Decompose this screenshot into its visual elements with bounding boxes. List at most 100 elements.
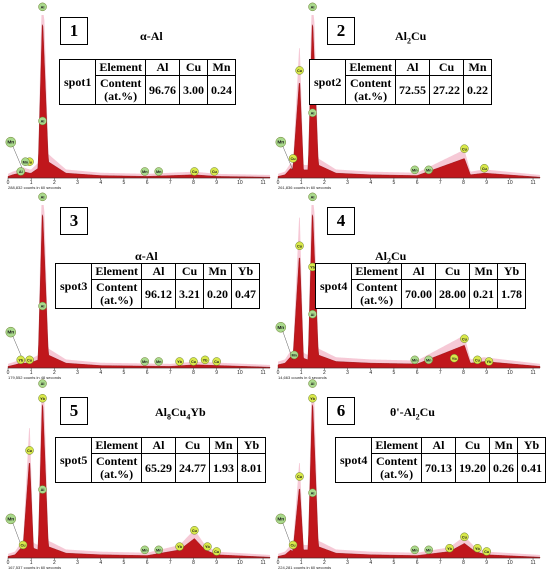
svg-text:Mn: Mn: [277, 325, 284, 331]
x-tick-label: 6: [146, 370, 149, 376]
x-tick-label: 11: [530, 560, 535, 566]
svg-text:Al: Al: [311, 5, 315, 9]
spectrum-plot: 0 1 2 3 4 5 6 7 8 9 10 11 261,836 counts in 60 secon…: [275, 2, 541, 190]
svg-text:Al: Al: [311, 313, 315, 317]
composition-table: spot4 Element Al Cu Mn Yb Content (at.%) 70.13 19…: [334, 437, 546, 483]
svg-text:Al: Al: [41, 195, 45, 199]
table-value-cell: 3.21: [175, 279, 204, 309]
composition-table: spot2 Element Al Cu Mn Content (at.%) 72.55 27.2…: [308, 59, 492, 105]
peak-marker-cu: Cu: [25, 446, 34, 455]
svg-text:Yb: Yb: [487, 360, 493, 364]
x-tick-label: 6: [146, 560, 149, 566]
svg-text:Yb: Yb: [475, 547, 481, 551]
svg-text:Mn: Mn: [412, 168, 418, 172]
table-header-cell: Mn: [209, 437, 238, 454]
table-value-cell: 70.13: [421, 453, 456, 483]
svg-text:Cu: Cu: [192, 529, 198, 533]
spectrum-plot: 0 1 2 3 4 5 6 7 8 9 10 11 224,281 counts in 60 secon…: [275, 379, 541, 570]
table-header-cell: Al: [395, 59, 430, 76]
table-header-cell: Al: [141, 263, 176, 280]
table-header-cell: Yb: [237, 437, 266, 454]
x-tick-label: 11: [530, 370, 535, 376]
svg-text:Cu: Cu: [191, 360, 197, 364]
peak-marker-al: Al: [38, 301, 47, 311]
spot-label: spot4: [334, 437, 373, 483]
x-tick-label: 2: [323, 180, 326, 186]
x-tick-label: 8: [462, 180, 465, 186]
peak-marker-yb: Yb: [473, 543, 482, 553]
spectrum-plot: 0 1 2 3 4 5 6 7 8 9 10 11 14,663 counts in 6 seconds…: [275, 192, 541, 380]
x-tick-label: 10: [507, 180, 513, 186]
svg-text:Mn: Mn: [142, 360, 148, 364]
phase-label: α-Al: [140, 29, 163, 43]
svg-text:Cu: Cu: [214, 360, 220, 364]
x-tick-label: 4: [99, 370, 102, 376]
svg-text:Al: Al: [41, 5, 45, 9]
peak-marker-yb: Yb: [308, 394, 317, 403]
peak-marker-yb: Yb: [445, 543, 454, 553]
table-header-cell: Element: [95, 59, 146, 76]
peak-marker-cu: Cu: [190, 526, 199, 535]
content-row-label: Content (at.%): [91, 279, 142, 309]
spectrum-area: [277, 404, 541, 559]
peak-marker-mn: Mn: [410, 545, 420, 555]
peak-marker-al: Al: [38, 192, 47, 202]
table-header-cell: Cu: [455, 437, 490, 454]
peak-marker-mn: Mn: [424, 165, 433, 175]
x-tick-label: 2: [53, 560, 56, 566]
table-value-cell: 96.12: [141, 279, 176, 309]
table-value-cell: 27.22: [429, 75, 464, 105]
table-header-cell: Element: [351, 263, 402, 280]
spot-label: spot4: [314, 263, 353, 309]
svg-text:Mn: Mn: [277, 516, 284, 522]
table-header-cell: Yb: [517, 437, 546, 454]
peak-marker-al: Al: [38, 2, 47, 12]
table-header-cell: Yb: [231, 263, 260, 280]
svg-text:Cu: Cu: [192, 170, 198, 174]
peak-marker-mn: Mn: [275, 322, 294, 360]
composition-table: spot4 Element Al Cu Mn Yb Content (at.%) 70.00 28…: [314, 263, 526, 309]
spectrum-panel-4: 0 1 2 3 4 5 6 7 8 9 10 11 14,663 counts in 6 seconds…: [275, 192, 545, 380]
content-row-label: Content (at.%): [91, 453, 142, 483]
x-tick-label: 8: [192, 560, 195, 566]
spectrum-plot: 0 1 2 3 4 5 6 7 8 9 10 11 288,832 counts in 60 secon…: [5, 2, 271, 190]
table-value-cell: 96.76: [145, 75, 180, 105]
x-tick-label: 8: [192, 370, 195, 376]
table-header-cell: Cu: [429, 59, 464, 76]
x-tick-label: 9: [485, 370, 488, 376]
x-tick-label: 5: [123, 370, 126, 376]
svg-text:Mn: Mn: [412, 548, 418, 552]
x-tick-label: 4: [99, 180, 102, 186]
table-value-cell: 0.20: [203, 279, 232, 309]
svg-text:Cu: Cu: [291, 544, 297, 548]
table-header-cell: Element: [91, 263, 142, 280]
spectrum-area: [7, 214, 271, 369]
svg-text:Mn: Mn: [156, 170, 162, 174]
x-tick-label: 3: [76, 370, 79, 376]
table-value-cell: 8.01: [237, 453, 266, 483]
phase-label: θ'-Al2Cu: [390, 405, 435, 422]
x-tick-label: 1: [30, 180, 33, 186]
x-tick-label: 6: [146, 180, 149, 186]
svg-text:Yb: Yb: [177, 545, 183, 549]
x-tick-label: 9: [485, 180, 488, 186]
table-header-cell: Cu: [435, 263, 470, 280]
spectrum-panel-2: 0 1 2 3 4 5 6 7 8 9 10 11 261,836 counts in 60 secon…: [275, 2, 545, 190]
svg-text:Yb: Yb: [452, 357, 458, 361]
peak-marker-mn: Mn: [154, 357, 163, 366]
spectrum-area: [7, 404, 271, 559]
table-header-cell: Mn: [489, 437, 518, 454]
peak-marker-al: Al: [38, 379, 47, 388]
panel-number: 5: [60, 397, 88, 425]
panel-number: 6: [327, 397, 355, 425]
x-tick-label: 1: [300, 370, 303, 376]
peak-marker-yb: Yb: [38, 394, 47, 403]
peak-marker-cu: Cu: [210, 167, 219, 176]
peak-marker-cu: Cu: [460, 532, 469, 542]
svg-text:Al: Al: [41, 305, 45, 309]
counts-label: 167,537 counts in 60 seconds: [8, 565, 61, 570]
peak-marker-mn: Mn: [5, 136, 24, 170]
peak-marker-mn: Mn: [5, 326, 24, 360]
table-value-cell: 1.78: [497, 279, 526, 309]
panel-number: 4: [327, 207, 355, 235]
